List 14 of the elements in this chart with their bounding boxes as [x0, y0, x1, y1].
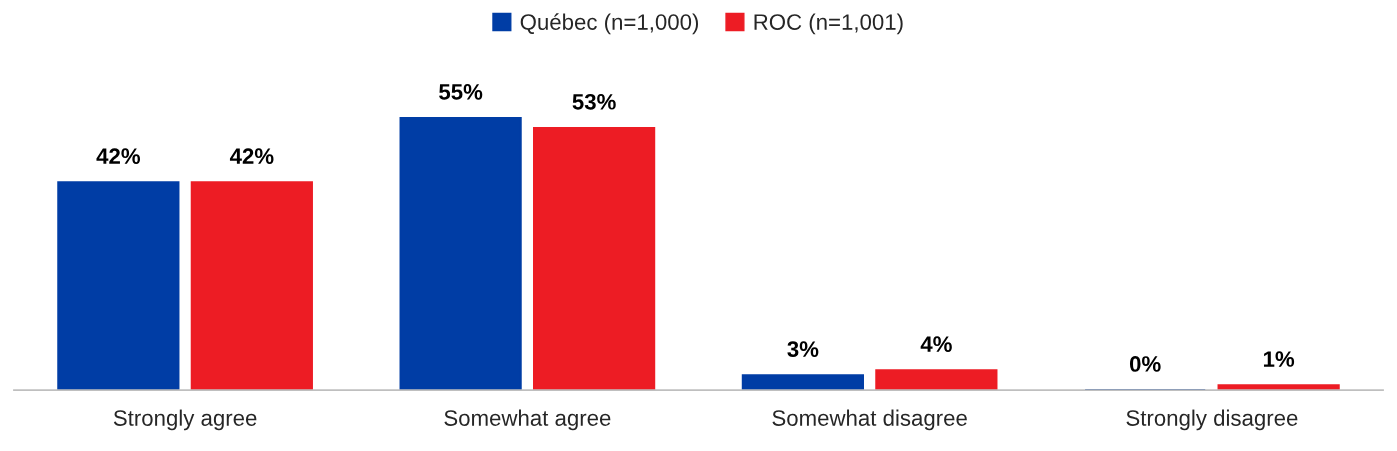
x-tick-label: Strongly disagree [1126, 409, 1298, 431]
data-label: 0% [1129, 356, 1161, 372]
data-label: 4% [920, 336, 952, 352]
data-label: 1% [1263, 351, 1295, 367]
data-label: 55% [439, 84, 483, 100]
x-tick-label: Strongly agree [113, 409, 257, 431]
data-label: 53% [572, 93, 616, 110]
legend-label: Québec (n=1,000) [520, 13, 699, 35]
data-label: 42% [96, 148, 141, 165]
x-tick-label: Somewhat agree [444, 409, 611, 431]
data-label: 42% [229, 148, 274, 165]
legend-label: ROC (n=1,001) [754, 13, 903, 35]
data-label: 3% [787, 341, 819, 358]
x-tick-label: Somewhat disagree [772, 409, 967, 431]
